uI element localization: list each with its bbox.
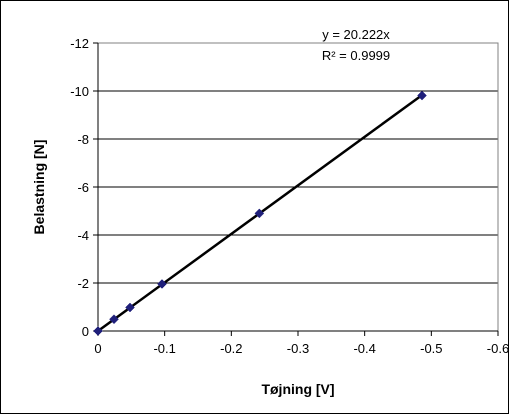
y-tick-label: -2 [77, 276, 89, 291]
x-tick-label: -0.6 [487, 341, 508, 356]
y-axis-title: Belastning [N] [31, 140, 47, 235]
x-tick-label: -0.5 [420, 341, 442, 356]
x-tick-label: -0.1 [153, 341, 175, 356]
data-point [125, 302, 135, 313]
x-tick-label: 0 [94, 341, 101, 356]
point-layer [93, 90, 427, 336]
x-tick-label: -0.4 [353, 341, 375, 356]
y-tick-label: -4 [77, 228, 89, 243]
data-point [93, 326, 103, 336]
tick-layer: 0 -2 -4 -6 -8 -10 -12 0 -0.1 -0.2 -0.3 -0.4 -0.5 -0.6 [70, 36, 508, 356]
data-point [417, 90, 427, 101]
trendline-equation: y = 20.222x [322, 27, 390, 42]
y-tick-label: -10 [70, 84, 89, 99]
y-tick-label: -8 [77, 132, 89, 147]
data-point [254, 208, 265, 219]
data-point [157, 279, 167, 289]
r-squared-label: R² = 0.9999 [322, 48, 390, 63]
x-tick-label: -0.2 [220, 341, 242, 356]
x-tick-label: -0.3 [287, 341, 309, 356]
data-point [109, 314, 119, 325]
y-tick-label: -6 [77, 180, 89, 195]
grid-layer [98, 42, 498, 284]
y-tick-label: -12 [70, 36, 89, 51]
y-tick-label: 0 [82, 324, 89, 339]
x-axis-title: Tøjning [V] [261, 381, 334, 397]
